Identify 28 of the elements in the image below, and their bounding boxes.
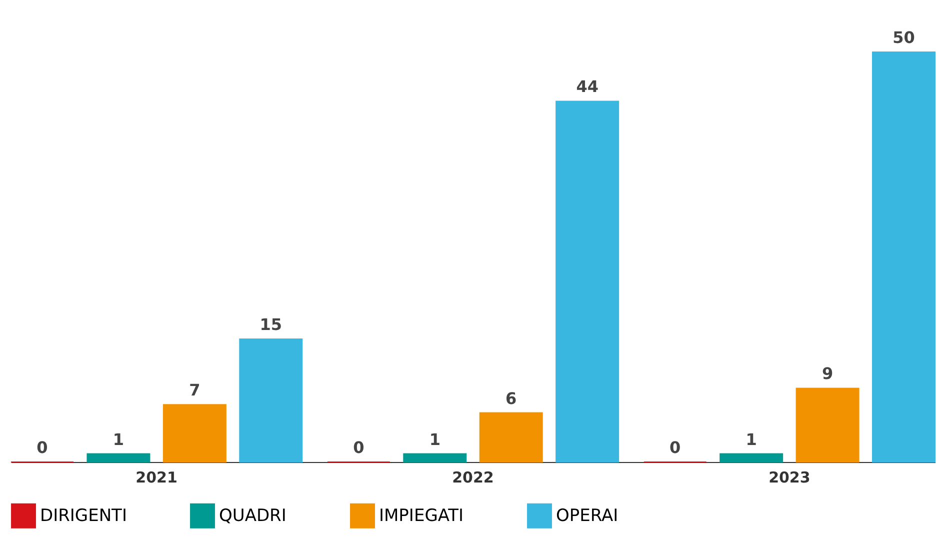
bar bbox=[479, 412, 543, 462]
legend-label: DIRIGENTI bbox=[40, 506, 127, 526]
data-label: 0 bbox=[353, 438, 364, 457]
bar bbox=[86, 453, 150, 462]
bar bbox=[556, 100, 620, 462]
bar bbox=[239, 338, 303, 462]
data-label: 50 bbox=[892, 28, 915, 47]
bar bbox=[872, 52, 936, 462]
x-tick-label: 2022 bbox=[452, 468, 494, 486]
x-tick-label: 2021 bbox=[136, 468, 178, 486]
data-label: 0 bbox=[36, 438, 48, 457]
legend-label: IMPIEGATI bbox=[379, 506, 464, 526]
bar bbox=[403, 453, 467, 462]
legend-label: OPERAI bbox=[556, 506, 618, 526]
legend-label: QUADRI bbox=[219, 506, 286, 526]
data-label: 1 bbox=[429, 430, 440, 449]
data-label: 9 bbox=[822, 364, 834, 384]
data-label: 7 bbox=[189, 380, 200, 400]
bar bbox=[720, 453, 784, 462]
data-label: 1 bbox=[746, 430, 757, 449]
data-label: 15 bbox=[260, 315, 282, 334]
data-label: 44 bbox=[576, 77, 598, 96]
data-label: 0 bbox=[670, 438, 681, 457]
data-label: 6 bbox=[506, 388, 517, 408]
bar bbox=[162, 404, 226, 462]
data-label: 1 bbox=[112, 430, 124, 449]
bar bbox=[796, 388, 860, 462]
x-tick-label: 2023 bbox=[768, 468, 810, 486]
